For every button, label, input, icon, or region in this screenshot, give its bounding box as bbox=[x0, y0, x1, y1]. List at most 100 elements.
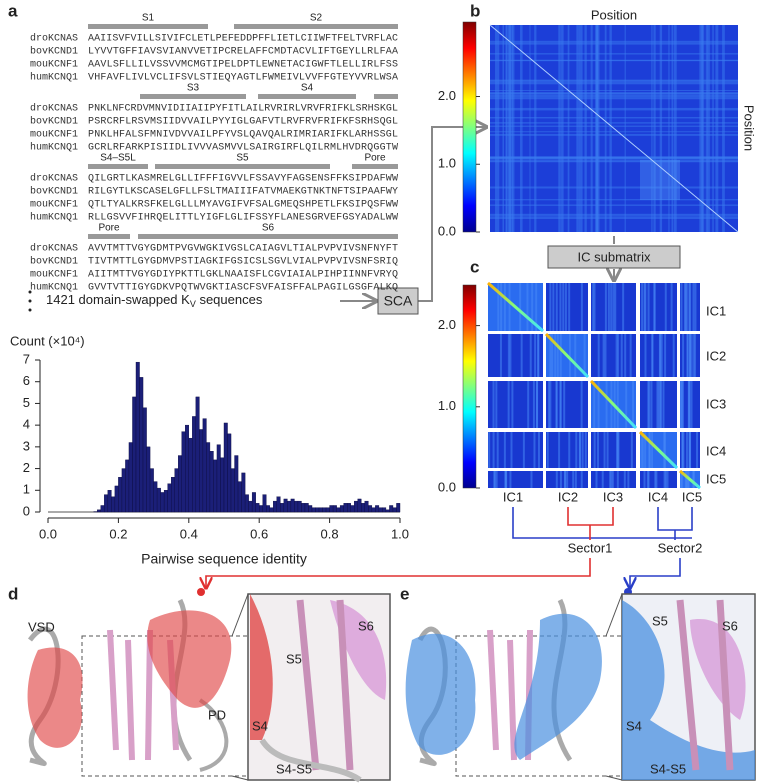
sequence: PNKLNFCRDVMNVIDIIAIIPYFITLAILRVRIRLVRVFR… bbox=[88, 104, 398, 115]
heatmap-texture bbox=[641, 283, 644, 331]
bar bbox=[237, 481, 242, 513]
bar bbox=[220, 457, 225, 513]
sequence: AAIISVFVILLSIVIFCLETLPEFEDDPFFLIETLCIIWF… bbox=[88, 34, 398, 45]
colorbar-tick-label: 0.0 bbox=[438, 479, 456, 494]
heatmap-texture bbox=[583, 334, 586, 377]
heatmap-texture bbox=[490, 131, 738, 133]
x-tick-label: 0.0 bbox=[39, 526, 57, 541]
bar bbox=[114, 485, 119, 513]
bar bbox=[251, 492, 256, 513]
heatmap-texture bbox=[672, 334, 675, 377]
heatmap-texture bbox=[509, 471, 512, 488]
sequence: AIITMTTVGYGDIYPKTTLGKLNAAISFLCGVIAIALPIH… bbox=[88, 270, 398, 281]
heatmap-texture bbox=[662, 381, 665, 428]
heatmap-texture bbox=[604, 25, 607, 232]
ellipsis bbox=[28, 290, 32, 312]
panel-label: e bbox=[400, 584, 409, 603]
heatmap-texture bbox=[495, 471, 498, 488]
heatmap-texture bbox=[566, 471, 569, 488]
heatmap-texture bbox=[630, 432, 633, 468]
heatmap-texture bbox=[490, 79, 738, 81]
heatmap-texture bbox=[659, 334, 662, 377]
segment-bar bbox=[258, 94, 356, 99]
sector-dot bbox=[197, 588, 205, 596]
heatmap-texture bbox=[688, 432, 691, 468]
heatmap-texture bbox=[624, 25, 626, 232]
heatmap-texture bbox=[671, 25, 674, 232]
heatmap-texture bbox=[664, 432, 667, 468]
heatmap-texture bbox=[616, 381, 619, 428]
col-label: IC1 bbox=[503, 489, 523, 504]
heatmap-texture bbox=[696, 432, 699, 468]
y-tick-label: 5 bbox=[23, 395, 30, 410]
sequences-note: 1421 domain-swapped KV sequences bbox=[46, 292, 263, 309]
bar bbox=[244, 494, 249, 513]
heatmap-texture bbox=[670, 283, 673, 331]
bar bbox=[195, 396, 200, 513]
heatmap-texture bbox=[496, 432, 499, 468]
bar bbox=[135, 361, 140, 513]
heatmap-texture bbox=[490, 42, 738, 45]
structure-label: S6 bbox=[722, 618, 738, 633]
heatmap-texture bbox=[685, 432, 688, 468]
bar bbox=[181, 431, 186, 513]
sequence: GVVTVTTIGYGDKVPQTWVGKTIASCFSVFAISFFALPAG… bbox=[88, 283, 398, 294]
heatmap-texture bbox=[534, 25, 537, 232]
heatmap-texture bbox=[651, 432, 654, 468]
sequence: TIVTMTTLGYGDMVPSTIAGKIFGSICSLSGVLVIALPVP… bbox=[88, 257, 398, 268]
heatmap-texture bbox=[495, 25, 498, 232]
bar bbox=[308, 505, 313, 513]
heatmap-texture bbox=[490, 25, 738, 232]
bar bbox=[280, 503, 285, 513]
heatmap-texture bbox=[624, 334, 627, 377]
heatmap-texture bbox=[686, 334, 689, 377]
bar bbox=[223, 422, 228, 513]
bar bbox=[382, 507, 387, 513]
heatmap-texture bbox=[673, 25, 677, 232]
heatmap-texture bbox=[503, 432, 506, 468]
colorbar-tick-label: 2.0 bbox=[438, 317, 456, 332]
heatmap-texture bbox=[664, 334, 667, 377]
y-tick-label: 3 bbox=[23, 438, 30, 453]
panel-label: a bbox=[8, 1, 18, 20]
sequence-name: humKCNQ1 bbox=[30, 282, 78, 294]
heatmap-texture bbox=[605, 381, 608, 428]
heatmap-texture bbox=[558, 432, 561, 468]
heatmap-texture bbox=[604, 334, 607, 377]
bar bbox=[125, 459, 130, 513]
x-tick-label: 0.2 bbox=[109, 526, 127, 541]
heatmap-texture bbox=[497, 283, 500, 331]
bar bbox=[153, 481, 158, 513]
sequence: VHFAVFLIVLVCLIFSVLSTIEQYAGTLFWMEIVLVVFFG… bbox=[88, 73, 398, 84]
sequence-name: droKCNAS bbox=[30, 173, 78, 185]
segment-bar bbox=[374, 94, 398, 99]
sequence: GCRLRFARKPISIIDLIVVVASMVVLSAIRGIRFLQILRM… bbox=[88, 143, 398, 154]
heatmap-diagonal bbox=[544, 332, 590, 379]
heatmap-texture bbox=[526, 283, 529, 331]
bar bbox=[262, 494, 267, 513]
sequence: AVVTMTTVGYGDMTPVGVWGKIVGSLCAIAGVLTIALPVP… bbox=[88, 244, 398, 255]
heatmap-texture bbox=[663, 471, 666, 488]
heatmap-texture bbox=[701, 25, 705, 232]
heatmap-texture bbox=[508, 25, 512, 232]
bar bbox=[178, 455, 182, 513]
heatmap-texture bbox=[564, 471, 567, 488]
heatmap-block bbox=[640, 471, 677, 488]
bar bbox=[234, 455, 239, 513]
col-label: IC2 bbox=[558, 489, 578, 504]
heatmap-texture bbox=[490, 116, 738, 119]
segment-bar bbox=[155, 164, 330, 169]
bar bbox=[283, 498, 288, 513]
x-tick-label: 1.0 bbox=[391, 526, 409, 541]
heatmap-texture bbox=[688, 334, 691, 377]
heatmap-texture bbox=[551, 334, 554, 377]
flow-arrows bbox=[340, 127, 614, 301]
heatmap-texture bbox=[681, 432, 684, 468]
heatmap-texture bbox=[511, 25, 515, 232]
bar bbox=[389, 505, 394, 513]
segment-bar bbox=[352, 164, 398, 169]
heatmap-texture bbox=[692, 283, 695, 331]
bar bbox=[241, 472, 246, 513]
heatmap-texture bbox=[555, 471, 558, 488]
panel-label: d bbox=[8, 584, 18, 603]
